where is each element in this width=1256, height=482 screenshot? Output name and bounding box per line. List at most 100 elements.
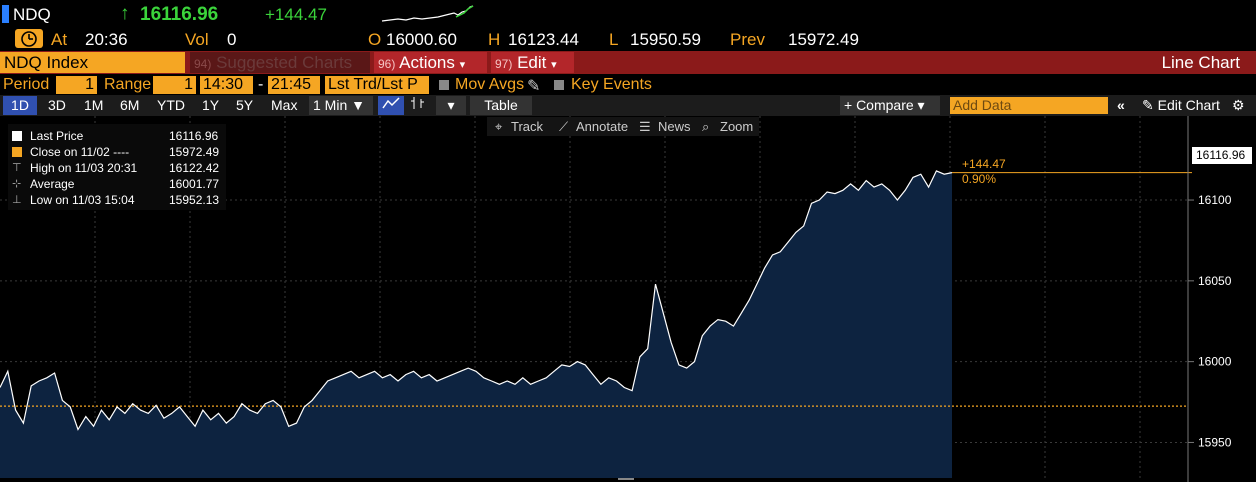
news-icon[interactable]: ☰ [639, 119, 651, 134]
period-bar: Period 1 Range 1 14:30 - 21:45 Lst Trd/L… [0, 75, 1256, 95]
actions-caret-icon: ▾ [459, 59, 466, 71]
legend-value: 16116.96 [169, 129, 219, 143]
edit-number: 97) [495, 57, 513, 71]
zoom-icon[interactable]: ⌕ [702, 119, 710, 134]
legend-name: Low on 11/03 15:04 [30, 193, 135, 207]
pencil-icon[interactable]: ✎ [527, 78, 541, 95]
open-label: O [368, 30, 382, 49]
edit-chart-button[interactable]: ✎ Edit Chart [1142, 97, 1220, 113]
legend-row-average[interactable]: ⊹ Average 16001.77 [8, 176, 226, 192]
menu-bar: NDQ Index 94) Suggested Charts 96) Actio… [0, 51, 1256, 74]
key-events-label: Key Events [571, 76, 652, 93]
ticker-marker [2, 5, 9, 23]
range-button-6m[interactable]: 6M [120, 97, 140, 113]
ticker-bar: NDQ ↑ 16116.96 +144.47 [0, 0, 1256, 28]
security-field[interactable]: NDQ Index [0, 52, 185, 73]
legend-value: 15952.13 [169, 193, 220, 207]
change-pct: 0.90% [962, 172, 997, 186]
line-chart-icon[interactable] [378, 96, 404, 115]
quote-stats: At 20:36 Vol 0 O 16000.60 H 16123.44 L 1… [0, 28, 1256, 50]
y-tick-label: 16100 [1198, 193, 1232, 207]
low-value: 15950.59 [630, 30, 701, 49]
actions-menu[interactable]: 96) Actions ▾ [374, 52, 487, 73]
news-button[interactable]: News [658, 119, 691, 134]
legend-row-high[interactable]: ⊤ High on 11/03 20:31 16122.42 [8, 160, 226, 176]
trade-type-field[interactable]: Lst Trd/Lst P [325, 76, 429, 94]
y-tick-label: 15950 [1198, 435, 1232, 449]
edit-menu[interactable]: 97) Edit ▾ [491, 52, 574, 73]
prev-label: Prev [730, 30, 765, 49]
suggested-charts-label: Suggested Charts [216, 53, 353, 72]
low-label: L [609, 30, 619, 49]
range-dash: - [258, 76, 264, 93]
quote-time: 20:36 [85, 30, 128, 49]
low-marker-icon: ⊥ [12, 194, 22, 206]
last-price-tag: 16116.96 [1192, 147, 1252, 164]
edit-caret-icon: ▾ [551, 59, 557, 71]
high-label: H [488, 30, 501, 49]
range-button-max[interactable]: Max [271, 97, 298, 113]
prev-value: 15972.49 [788, 30, 859, 49]
at-label: At [51, 30, 68, 49]
table-button[interactable]: Table [470, 96, 532, 115]
annotate-icon[interactable]: ⟋ [559, 119, 569, 134]
zoom-button[interactable]: Zoom [720, 119, 754, 134]
range-button-3d[interactable]: 3D [48, 97, 66, 113]
price-line [0, 170, 953, 431]
suggested-charts-menu[interactable]: 94) Suggested Charts [190, 52, 370, 73]
volume-label: Vol [185, 30, 209, 49]
compare-button[interactable]: + Compare ▾ [840, 96, 940, 115]
range-label: Range [104, 76, 152, 93]
close-swatch-icon [12, 147, 22, 157]
bar-chart-icon[interactable] [406, 96, 430, 115]
chart-legend: Last Price 16116.96 Close on 11/02 ---- … [8, 124, 226, 210]
legend-name: High on 11/03 20:31 [30, 161, 138, 175]
period-label: Period [3, 76, 50, 93]
clock-icon [15, 29, 43, 48]
interval-dropdown[interactable]: 1 Min ▼ [309, 96, 373, 115]
volume-value: 0 [227, 30, 237, 49]
edit-label: Edit [517, 53, 547, 72]
legend-row-close[interactable]: Close on 11/02 ---- 15972.49 [8, 144, 226, 160]
ticker-symbol[interactable]: NDQ [13, 5, 51, 24]
range-button-5y[interactable]: 5Y [236, 97, 254, 113]
legend-row-last-price[interactable]: Last Price 16116.96 [8, 128, 226, 144]
range-start-field[interactable]: 14:30 [200, 76, 253, 94]
last-price: 16116.96 [140, 4, 219, 25]
settings-gear-icon[interactable]: ⚙ [1232, 97, 1245, 113]
key-events-checkbox[interactable] [554, 80, 564, 90]
y-tick-label: 16000 [1198, 355, 1232, 369]
net-change: +144.47 [265, 5, 327, 24]
add-data-input[interactable]: Add Data [950, 97, 1108, 114]
legend-name: Last Price [30, 129, 84, 143]
price-area [0, 170, 952, 478]
range-field[interactable]: 1 [153, 76, 196, 94]
annotate-button[interactable]: Annotate [576, 119, 629, 134]
collapse-icon[interactable]: « [1117, 97, 1125, 113]
y-axis-ticks: 15950 16000 16050 16100 [1188, 193, 1232, 449]
y-tick-label: 16050 [1198, 274, 1232, 288]
mov-avgs-checkbox[interactable] [439, 80, 449, 90]
suggested-charts-number: 94) [194, 57, 212, 71]
change-abs: +144.47 [962, 157, 1006, 171]
chart-type-title: Line Chart [1161, 53, 1240, 72]
legend-row-low[interactable]: ⊥ Low on 11/03 15:04 15952.13 [8, 192, 226, 208]
open-value: 16000.60 [386, 30, 457, 49]
chart-style-dropdown-icon[interactable]: ▾ [436, 96, 466, 115]
legend-value: 15972.49 [169, 145, 220, 159]
chart-tools-bar: ⌖ Track ⟋ Annotate ☰ News ⌕ Zoom [487, 117, 759, 136]
range-button-1d[interactable]: 1D [3, 96, 37, 115]
range-button-ytd[interactable]: YTD [157, 97, 185, 113]
high-marker-icon: ⊤ [12, 162, 22, 174]
range-end-field[interactable]: 21:45 [268, 76, 320, 94]
chart-toolbar: 1D 3D 1M 6M YTD 1Y 5Y Max 1 Min ▼ ▾ Tabl… [0, 95, 1256, 116]
legend-name: Close on 11/02 ---- [30, 145, 130, 159]
range-button-1m[interactable]: 1M [84, 97, 104, 113]
price-chart[interactable]: 15950 16000 16050 16100 [0, 116, 1256, 482]
range-button-1y[interactable]: 1Y [202, 97, 220, 113]
period-field[interactable]: 1 [56, 76, 97, 94]
track-button[interactable]: Track [511, 119, 544, 134]
mov-avgs-label: Mov Avgs [455, 76, 525, 93]
track-icon[interactable]: ⌖ [495, 119, 503, 134]
sparkline [381, 5, 474, 22]
